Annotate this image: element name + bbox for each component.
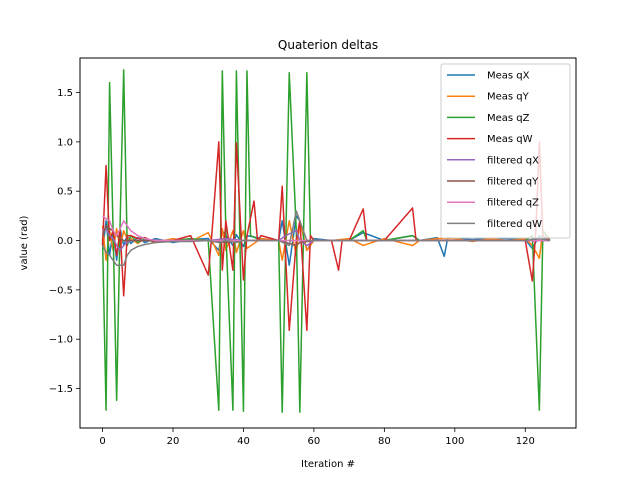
legend-label-filtered-qx: filtered qX	[487, 155, 539, 166]
series-layer	[101, 69, 551, 413]
legend-label-meas-qy: Meas qY	[487, 92, 530, 103]
legend-label-meas-qx: Meas qX	[487, 71, 530, 82]
y-axis: −1.5 −1.0 −0.5 0.0 0.5 1.0 1.5	[49, 88, 80, 395]
legend-label-filtered-qw: filtered qW	[487, 219, 542, 230]
legend-frame	[440, 63, 571, 239]
x-axis: 0 20 40 60 80 100 120	[99, 428, 535, 447]
y-tick-label: 1.0	[57, 137, 73, 148]
x-tick-label: 60	[308, 436, 321, 447]
x-tick-label: 20	[167, 436, 180, 447]
x-tick-label: 0	[99, 436, 105, 447]
x-tick-label: 40	[237, 436, 250, 447]
y-tick-label: −1.5	[49, 384, 73, 395]
legend-label-meas-qw: Meas qW	[487, 134, 533, 145]
x-tick-label: 100	[445, 436, 464, 447]
chart-title: Quaterion deltas	[278, 38, 378, 52]
y-axis-label: value (rad)	[19, 215, 30, 270]
legend: Meas qX Meas qY Meas qZ Meas qW filtered qX f…	[440, 63, 571, 239]
legend-label-meas-qz: Meas qZ	[487, 113, 530, 124]
x-tick-label: 120	[516, 436, 535, 447]
y-tick-label: 0.0	[57, 236, 73, 247]
y-tick-label: 1.5	[57, 88, 73, 99]
x-axis-label: Iteration #	[301, 459, 355, 470]
y-tick-label: 0.5	[57, 187, 73, 198]
legend-label-filtered-qy: filtered qY	[487, 177, 539, 188]
x-tick-label: 80	[378, 436, 391, 447]
y-tick-label: −0.5	[49, 285, 73, 296]
legend-label-filtered-qz: filtered qZ	[487, 198, 539, 209]
y-tick-label: −1.0	[49, 335, 73, 346]
plot-frame	[79, 57, 577, 429]
series-line-filtered-qw	[101, 210, 551, 266]
